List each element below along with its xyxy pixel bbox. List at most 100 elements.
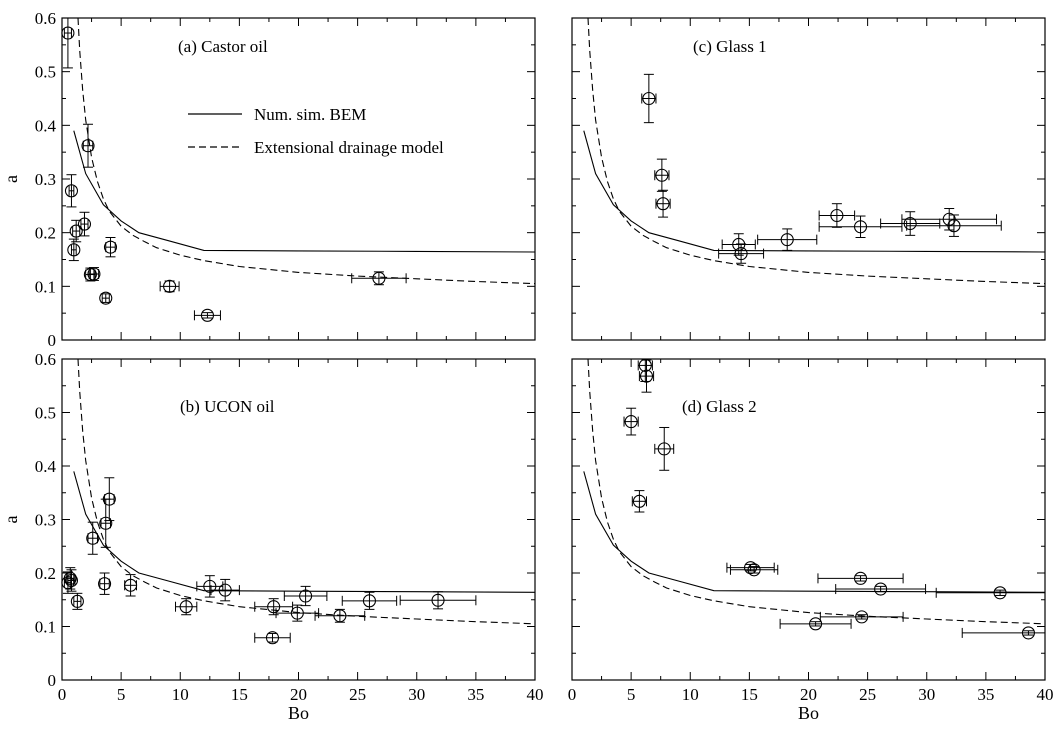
data-point [86,521,100,555]
data-marker [61,26,75,40]
data-marker [656,197,670,211]
data-point [275,604,320,622]
legend: Num. sim. BEM Extensional drainage model [188,105,444,157]
data-point [817,571,904,585]
data-point [77,211,92,237]
data-marker [98,577,112,591]
x-tick-label-30: 30 [918,685,935,704]
data-marker [203,579,217,593]
data-point [124,574,138,597]
data-marker [69,224,83,238]
data-marker [993,586,1007,600]
data-marker [63,571,77,585]
data-marker [780,233,794,247]
data-point [726,561,775,575]
data-marker [874,582,888,596]
curve-num-sim-bem [73,471,535,593]
y-tick-label-0-4: 0.4 [35,116,57,135]
x-axis-label: Bo [288,703,309,723]
data-point [901,208,998,231]
data-marker [947,219,961,233]
curve-extensional-drainage [77,18,535,285]
curve-num-sim-bem [73,130,535,253]
data-marker [265,631,280,645]
data-marker [102,492,116,506]
data-marker [77,217,92,231]
data-point [835,582,927,596]
curve-num-sim-bem [583,130,1045,253]
data-point [87,267,101,281]
x-axis-label: Bo [798,703,819,723]
data-marker [853,571,868,585]
x-tick-label-40: 40 [527,685,544,704]
data-marker [903,216,917,231]
data-marker [64,184,79,198]
data-marker [99,516,113,530]
data-point [351,271,407,286]
y-tick-label-0-6: 0.6 [35,9,56,28]
panel-title: (a) Castor oil [178,37,268,56]
x-tick-label-15: 15 [231,685,248,704]
data-marker [87,267,101,281]
data-marker [86,531,100,545]
data-point [718,243,765,264]
data-point [654,426,675,471]
y-tick-label-0-5: 0.5 [35,63,56,82]
data-point [721,233,756,256]
data-marker [809,617,823,631]
curve-extensional-drainage [77,359,535,625]
y-axis-label: a [1,516,21,524]
data-point [641,73,657,124]
data-marker [179,600,193,614]
legend-solid-label: Num. sim. BEM [254,105,366,124]
data-point [102,477,116,522]
data-point [729,563,779,577]
data-point [103,236,118,258]
data-point [64,569,79,592]
data-marker [70,594,84,608]
data-marker [1021,626,1035,640]
data-point [623,407,639,436]
data-marker [64,573,79,588]
panel-glass-2: 0 5 10 15 20 25 30 35 40 Bo (d) Glass 2 [568,358,1054,723]
y-axis-label: a [1,175,21,183]
data-point [196,575,224,598]
data-marker [124,578,138,592]
y-tick-label-0-1: 0.1 [35,618,56,637]
data-marker [67,243,81,257]
data-marker [747,563,761,577]
y-tick-label-0-3: 0.3 [35,511,56,530]
x-tick-label-25: 25 [349,685,366,704]
x-tick-label-5: 5 [627,685,636,704]
data-point [638,359,655,393]
x-tick-label-10: 10 [682,685,699,704]
data-marker [103,240,118,254]
data-point [64,174,79,208]
data-marker [632,494,646,508]
plot-frame [571,17,1046,341]
y-tick-label-0-6: 0.6 [35,350,56,369]
data-point [935,586,1046,600]
data-point [193,308,221,322]
data-marker [855,610,869,624]
data-marker [655,168,669,182]
data-marker [218,583,232,597]
data-point [254,631,291,645]
data-marker [734,247,748,261]
panel-glass-1: (c) Glass 1 [571,17,1046,341]
data-marker [299,589,313,603]
data-point [880,211,941,236]
data-point [70,592,84,610]
data-marker [624,415,638,429]
data-marker [431,593,445,607]
data-marker [638,358,652,372]
data-marker [200,308,214,322]
curve-num-sim-bem [583,471,1045,593]
y-tick-label-0-3: 0.3 [35,170,56,189]
x-tick-label-10: 10 [172,685,189,704]
x-tick-label-5: 5 [117,685,126,704]
y-tick-label-0-5: 0.5 [35,404,56,423]
y-tick-label-0: 0 [48,331,57,350]
